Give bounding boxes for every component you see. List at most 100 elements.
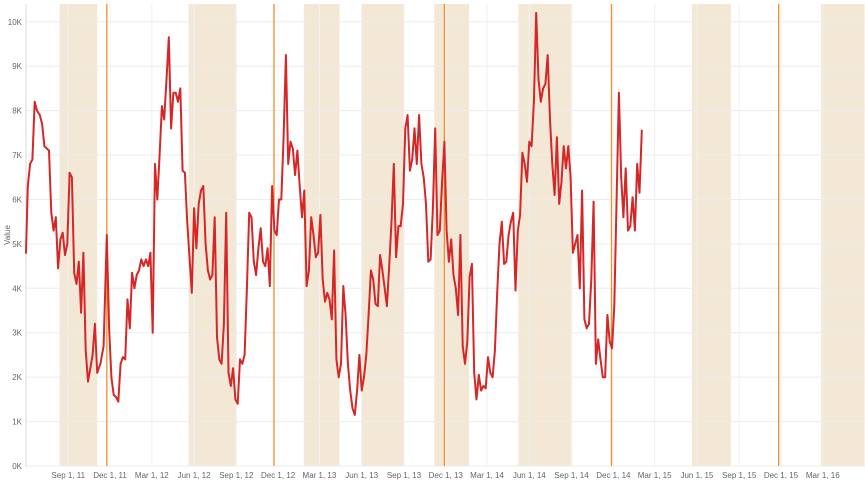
data-point bbox=[356, 389, 358, 392]
x-tick-label: Jun 1, 13 bbox=[345, 471, 378, 480]
y-tick-label: 2K bbox=[12, 373, 22, 382]
data-point bbox=[484, 387, 487, 390]
data-point bbox=[216, 336, 218, 339]
data-point bbox=[634, 229, 636, 232]
data-point bbox=[209, 278, 212, 281]
data-point bbox=[200, 189, 202, 192]
data-point bbox=[138, 269, 140, 272]
data-point bbox=[558, 203, 561, 205]
data-point bbox=[360, 389, 363, 392]
data-point bbox=[59, 238, 62, 241]
data-point bbox=[181, 169, 184, 172]
data-point bbox=[461, 345, 464, 347]
data-point bbox=[422, 176, 425, 179]
data-point bbox=[202, 185, 205, 188]
data-point bbox=[61, 231, 64, 234]
data-point bbox=[183, 171, 186, 174]
y-axis-ticks: 0K 1K 2K 3K 4K 5K 6K 7K 8K 9K 10K bbox=[8, 18, 23, 471]
data-point bbox=[475, 398, 478, 401]
x-tick-label: Jun 1, 15 bbox=[680, 471, 713, 480]
data-point bbox=[321, 278, 324, 281]
data-point bbox=[415, 163, 418, 165]
data-point bbox=[340, 362, 342, 365]
data-point bbox=[89, 367, 92, 370]
highlight-band bbox=[691, 4, 731, 466]
data-point bbox=[397, 225, 400, 228]
x-tick-label: Jun 1, 12 bbox=[178, 471, 211, 480]
data-point bbox=[239, 358, 241, 361]
data-point bbox=[31, 158, 34, 161]
x-tick-label: Sep 1, 15 bbox=[722, 471, 757, 480]
data-point bbox=[285, 54, 287, 56]
y-tick-label: 3K bbox=[12, 329, 22, 338]
data-point bbox=[617, 91, 620, 94]
data-point bbox=[144, 258, 147, 261]
data-point bbox=[379, 254, 381, 256]
data-point bbox=[54, 216, 57, 219]
data-point bbox=[565, 167, 567, 170]
data-point bbox=[241, 362, 244, 365]
data-point bbox=[450, 238, 453, 241]
data-point bbox=[128, 327, 131, 330]
data-point bbox=[170, 127, 173, 130]
series-lines bbox=[25, 11, 643, 416]
data-point bbox=[427, 260, 430, 263]
data-point bbox=[204, 242, 207, 245]
data-point bbox=[326, 291, 329, 294]
data-point bbox=[206, 269, 209, 272]
data-point bbox=[418, 114, 420, 116]
data-point bbox=[413, 127, 416, 130]
data-point bbox=[227, 371, 230, 374]
data-point bbox=[585, 327, 588, 330]
data-point bbox=[546, 54, 549, 56]
data-point bbox=[512, 211, 515, 214]
x-tick-label: Mar 1, 15 bbox=[638, 471, 672, 480]
x-tick-label: Sep 1, 13 bbox=[387, 471, 422, 480]
data-point bbox=[259, 227, 262, 230]
data-point bbox=[588, 322, 590, 325]
data-point bbox=[48, 149, 50, 152]
data-point bbox=[291, 147, 294, 150]
data-point bbox=[121, 356, 124, 359]
data-point bbox=[243, 354, 246, 356]
data-point bbox=[493, 349, 496, 352]
data-point bbox=[629, 225, 632, 228]
data-point bbox=[294, 174, 297, 176]
data-point bbox=[115, 396, 117, 399]
data-point bbox=[431, 207, 434, 210]
x-tick-label: Dec 1, 14 bbox=[596, 471, 631, 480]
data-point bbox=[521, 151, 524, 154]
data-point bbox=[516, 229, 519, 232]
data-point bbox=[154, 163, 156, 165]
data-point bbox=[156, 198, 159, 201]
data-point bbox=[477, 374, 480, 376]
data-point bbox=[305, 285, 308, 287]
data-point bbox=[234, 398, 237, 401]
data-point bbox=[402, 203, 404, 205]
data-point bbox=[392, 163, 395, 165]
y-axis-label: Value bbox=[3, 225, 12, 245]
x-tick-label: Mar 1, 13 bbox=[303, 471, 337, 480]
data-point bbox=[383, 287, 386, 290]
data-point bbox=[369, 269, 372, 272]
data-point bbox=[282, 136, 285, 139]
data-point bbox=[264, 265, 267, 267]
data-point bbox=[66, 242, 69, 245]
x-tick-label: Dec 1, 13 bbox=[429, 471, 464, 480]
data-point bbox=[142, 265, 145, 267]
data-point bbox=[80, 311, 83, 314]
data-point bbox=[29, 163, 32, 165]
data-point bbox=[395, 256, 398, 259]
data-point bbox=[519, 214, 522, 216]
data-point bbox=[489, 371, 492, 374]
data-point bbox=[99, 362, 102, 365]
data-point bbox=[275, 234, 278, 236]
data-point bbox=[188, 256, 191, 259]
data-point bbox=[636, 163, 639, 165]
data-point bbox=[26, 185, 29, 188]
data-point bbox=[287, 163, 290, 165]
y-tick-label: 4K bbox=[12, 284, 22, 293]
data-point bbox=[551, 163, 554, 165]
data-point bbox=[25, 251, 27, 254]
data-point bbox=[459, 234, 462, 236]
